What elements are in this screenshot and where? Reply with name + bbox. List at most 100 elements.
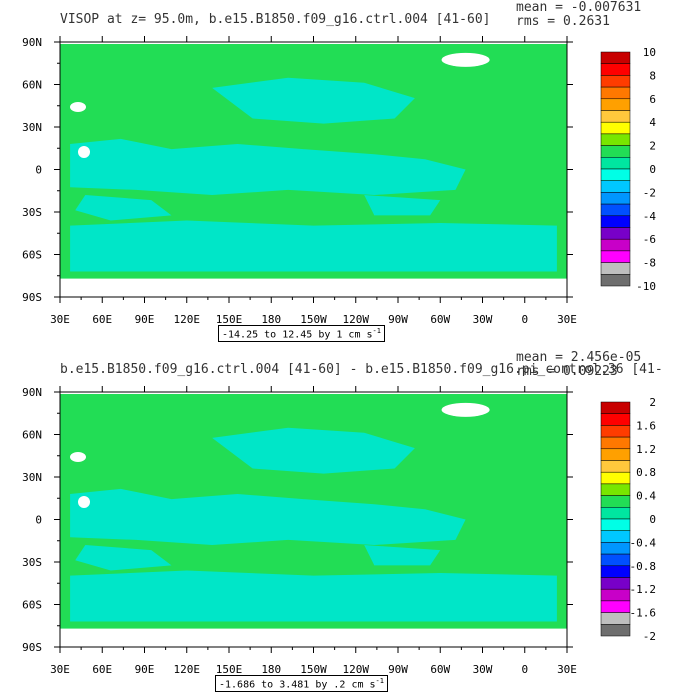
x-tick-label: 150W [300,313,327,326]
rms-readout-top: rms = 0.2631 [516,14,610,29]
x-tick-label: 60E [92,313,112,326]
x-tick-label: 120E [174,663,201,676]
x-tick-label: 150W [300,663,327,676]
colorbar-label: 0.4 [636,490,656,503]
colorbar-cell [600,483,631,496]
colorbar-cell [600,63,631,76]
colorbar-cell [600,600,631,613]
colorbar-label: 4 [649,116,656,129]
island-land [78,496,90,508]
colorbar-cell [600,215,631,228]
x-tick-label: 90E [135,313,155,326]
y-tick-label: 90S [22,641,42,654]
x-tick-label: 30W [473,663,493,676]
colorbar-cell [600,530,631,543]
x-tick-label: 120E [174,313,201,326]
y-tick-label: 60N [22,429,42,442]
colorbar-cell [600,121,631,135]
colorbar-label: 0 [649,513,656,526]
colorbar-cell [600,460,631,473]
colorbar-cell [600,425,631,438]
colorbar-label: -6 [643,233,656,246]
field-patch [70,138,466,195]
greenland-land-bottom [441,402,490,417]
x-tick-label: 120W [343,313,370,326]
colorbar-cell [600,86,631,100]
colorbar-label: 2 [649,140,656,153]
field-patches-top [70,77,557,272]
y-tick-label: 30N [22,471,42,484]
x-tick-label: 90W [388,663,408,676]
x-tick-label: 0 [521,663,528,676]
colorbar-cell [600,75,631,88]
colorbar-cell [600,168,631,181]
antarctica-land-top [60,280,567,297]
contour-info-box-bottom: -1.686 to 3.481 by .2 cm s-1 [215,675,388,693]
y-tick-label: 60N [22,79,42,92]
colorbar-cell [600,274,631,287]
colorbar-label: -1.6 [630,607,657,620]
y-tick-label: 30N [22,121,42,134]
x-tick-label: 90W [388,313,408,326]
x-tick-label: 30E [50,663,70,676]
field-patches-bottom [70,427,557,622]
y-tick-label: 90N [22,36,42,49]
colorbar-cell [600,436,631,450]
x-tick-label: 60W [430,663,450,676]
mean-readout-bottom: mean = 2.456e-05 [516,350,642,365]
y-tick-label: 30S [22,556,42,569]
island-land [78,146,90,158]
colorbar-label: -1.2 [630,583,657,596]
mean-readout-top: mean = -0.007631 [516,0,642,15]
panel-top: 30E 60E 90E 120E 150E 180 150W 120W 90W 60W 30W 0 30… [22,0,656,343]
colorbar-cell [600,157,631,170]
colorbar-label: -0.4 [630,536,657,549]
colorbar-cell [600,624,631,637]
colorbar-cell [600,577,631,590]
x-tick-label: 60E [92,663,112,676]
x-tick-label: 30E [557,663,577,676]
field-patch [212,77,415,124]
colorbar-cell [600,180,631,193]
x-tick-label: 30E [557,313,577,326]
field-patch [70,488,466,545]
map-plot-bottom: 30E 60E 90E 120E 150E 180 150W 120W 90W 60W 30W 0 30… [22,386,657,676]
x-tick-label: 90E [135,663,155,676]
colorbar-label: 8 [649,69,656,82]
colorbar-label: -0.8 [630,560,657,573]
x-tick-label: 180 [261,313,281,326]
units-exponent-bottom: -1 [375,677,384,685]
contour-info-bottom: -1.686 to 3.481 by .2 cm s [219,679,376,691]
colorbar-label: 6 [649,93,656,106]
colorbar-cell [600,98,631,111]
colorbar-label: 0.8 [636,466,656,479]
colorbar-cell [600,612,631,625]
field-patch [70,570,557,622]
colorbar-cell [600,507,631,520]
map-plot-top: 30E 60E 90E 120E 150E 180 150W 120W 90W 60W 30W 0 30… [22,36,656,326]
colorbar-cell [600,145,631,158]
colorbar-label: 10 [643,46,656,59]
colorbar-label: 2 [649,396,656,409]
field-patch [364,195,441,216]
y-tick-label: 90N [22,386,42,399]
antarctica-land-bottom [60,630,567,647]
colorbar-cell [600,495,631,508]
field-patch [75,545,172,571]
y-tick-label: 60S [22,599,42,612]
panel-bottom: 30E 60E 90E 120E 150E 180 150W 120W 90W 60W 30W 0 30… [0,350,700,700]
x-tick-label: 30W [473,313,493,326]
x-tick-label: 150E [216,663,243,676]
colorbar-cell [600,401,631,414]
field-patch [212,427,415,474]
colorbar-label: -2 [643,630,656,643]
island-land [70,102,86,112]
contour-info-box-top: -14.25 to 12.45 by 1 cm s-1 [218,325,385,343]
colorbar-label: -10 [636,280,656,293]
x-tick-label: 150E [216,313,243,326]
colorbar-cell [600,588,631,602]
field-patch [364,545,441,566]
colorbar-cell [600,51,631,64]
colorbar-cell [600,250,631,263]
x-tick-label: 60W [430,313,450,326]
